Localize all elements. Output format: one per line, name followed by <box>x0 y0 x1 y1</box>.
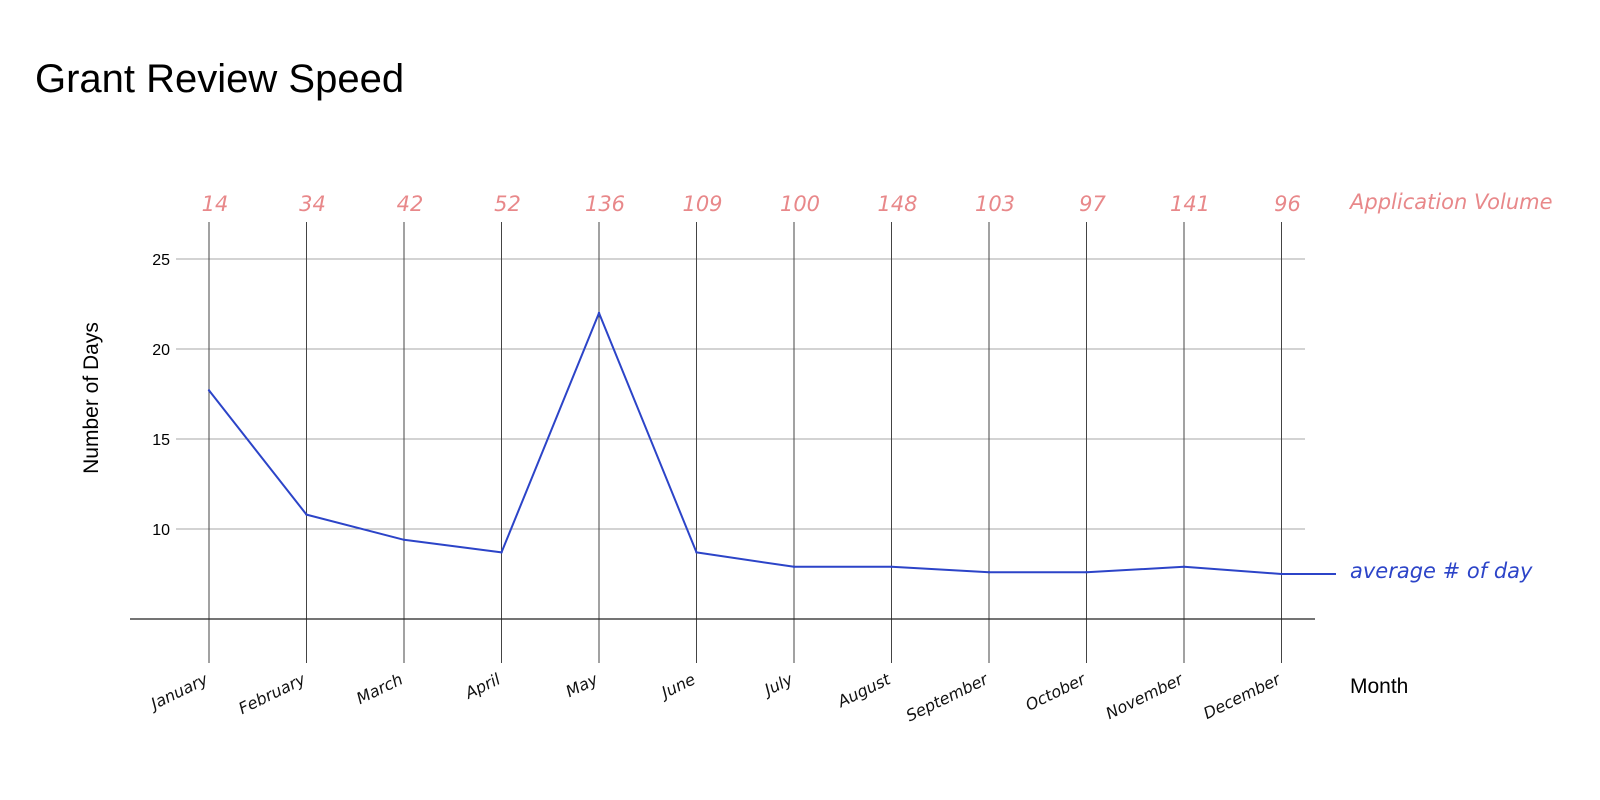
y-tick-label: 10 <box>152 522 170 539</box>
x-tick-label: June <box>656 669 698 703</box>
data-point <box>305 513 308 516</box>
x-tick-label: May <box>563 669 602 701</box>
volume-label: 136 <box>585 192 625 216</box>
data-point <box>1085 571 1088 574</box>
application-volume-title: Application Volume <box>1348 190 1553 214</box>
data-point <box>500 551 503 554</box>
x-tick-label: February <box>235 669 308 718</box>
x-tick-label: September <box>903 669 992 725</box>
series-label: average # of day <box>1350 559 1533 583</box>
y-tick-labels: 10 15 20 25 <box>152 252 170 539</box>
series-line <box>208 312 1336 575</box>
volume-label: 148 <box>877 192 917 216</box>
x-tick-label: October <box>1022 669 1089 715</box>
volume-label: 96 <box>1274 192 1301 216</box>
data-point <box>597 311 601 315</box>
data-point <box>207 389 211 392</box>
volume-label: 14 <box>202 192 229 216</box>
volume-label: 103 <box>975 192 1015 216</box>
data-point <box>792 565 796 568</box>
y-tick-label: 15 <box>152 432 170 449</box>
horizontal-gridlines <box>176 258 1305 530</box>
x-tick-label: April <box>461 669 504 703</box>
data-point <box>402 538 406 541</box>
data-point <box>890 565 893 568</box>
y-tick-label: 25 <box>152 252 170 269</box>
series-group <box>207 311 1336 576</box>
volume-label: 109 <box>682 192 722 216</box>
y-axis-label: Number of Days <box>80 322 103 474</box>
volume-label: 42 <box>397 192 424 216</box>
x-tick-label: December <box>1200 669 1284 723</box>
x-tick-label: January <box>145 669 211 714</box>
x-axis-label: Month <box>1350 675 1408 698</box>
data-point <box>987 571 991 574</box>
data-point <box>1182 565 1186 568</box>
volume-label: 97 <box>1079 192 1106 216</box>
x-tick-label: March <box>353 670 405 709</box>
application-volume-labels: 14 34 42 52 136 109 100 148 103 97 141 96 <box>202 192 1301 216</box>
volume-label: 100 <box>780 192 820 216</box>
y-tick-label: 20 <box>152 342 170 359</box>
chart-title: Grant Review Speed <box>35 57 404 101</box>
vertical-gridlines <box>208 222 1282 663</box>
volume-label: 52 <box>494 192 521 216</box>
x-tick-label: November <box>1103 669 1187 723</box>
x-tick-label: July <box>759 669 796 700</box>
volume-label: 141 <box>1170 192 1210 216</box>
data-point <box>1280 572 1283 576</box>
data-point <box>695 551 698 554</box>
x-tick-labels: January February March April May June July Augu… <box>145 669 1284 725</box>
x-tick-label: August <box>834 669 894 711</box>
volume-label: 34 <box>299 192 326 216</box>
